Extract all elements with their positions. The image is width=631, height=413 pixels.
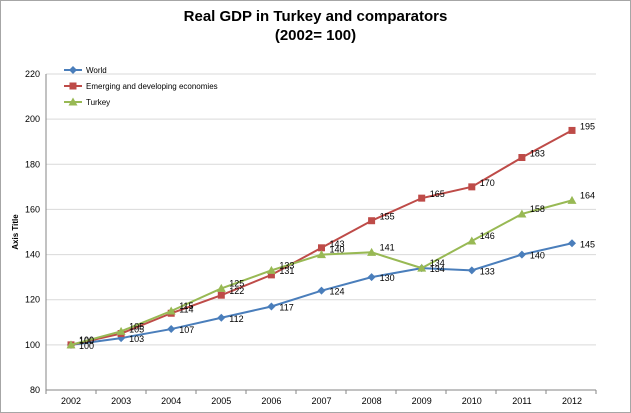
data-label-emerging-and-developing-economies-2012: 195 <box>580 121 595 131</box>
data-point-world-2010 <box>467 266 476 275</box>
data-label-emerging-and-developing-economies-2009: 165 <box>430 189 445 199</box>
series-line-emerging-and-developing-economies <box>70 129 573 346</box>
y-tick-label-80: 80 <box>30 385 40 395</box>
legend-label-turkey: Turkey <box>86 98 110 107</box>
data-label-world-2011: 140 <box>530 251 545 261</box>
data-point-emerging-and-developing-economies-2009 <box>418 194 426 202</box>
data-label-turkey-2005: 125 <box>229 278 244 288</box>
legend-label-world: World <box>86 66 107 75</box>
data-point-turkey-2006 <box>266 265 276 274</box>
chart-subtitle: (2002= 100) <box>274 27 357 44</box>
data-point-turkey-2002 <box>66 340 76 349</box>
data-label-turkey-2009: 134 <box>430 258 445 268</box>
x-tick-label-2006: 2006 <box>261 396 281 406</box>
data-label-emerging-and-developing-economies-2010: 170 <box>480 178 495 188</box>
data-label-world-2004: 107 <box>179 325 194 335</box>
data-label-world-2006: 117 <box>279 302 293 312</box>
legend-label-emerging-and-developing-economies: Emerging and developing economies <box>86 82 218 91</box>
data-label-turkey-2003: 105 <box>129 321 144 331</box>
data-label-emerging-and-developing-economies-2005: 122 <box>229 286 244 296</box>
legend-marker-world <box>69 66 77 74</box>
data-point-emerging-and-developing-economies-2006 <box>267 271 275 279</box>
data-point-world-2005 <box>217 313 226 322</box>
data-point-world-2008 <box>367 273 376 282</box>
data-label-world-2007: 124 <box>330 287 345 297</box>
data-label-turkey-2010: 146 <box>480 231 495 241</box>
x-tick-label-2012: 2012 <box>562 396 582 406</box>
data-point-turkey-2011 <box>517 209 527 218</box>
x-tick-label-2008: 2008 <box>362 396 382 406</box>
data-point-emerging-and-developing-economies-2011 <box>518 154 526 162</box>
data-point-emerging-and-developing-economies-2010 <box>468 183 476 191</box>
legend-marker-emerging-and-developing-economies <box>69 82 77 90</box>
data-label-turkey-2008: 141 <box>380 242 395 252</box>
data-point-emerging-and-developing-economies-2012 <box>568 126 576 134</box>
data-label-world-2002: 100 <box>79 341 94 351</box>
data-label-turkey-2004: 115 <box>179 301 193 311</box>
x-tick-label-2009: 2009 <box>412 396 432 406</box>
data-label-emerging-and-developing-economies-2008: 155 <box>380 212 395 222</box>
data-point-turkey-2009 <box>417 263 427 272</box>
data-point-turkey-2008 <box>367 247 377 256</box>
y-tick-label-120: 120 <box>25 295 40 305</box>
data-label-world-2008: 130 <box>380 273 395 283</box>
data-point-turkey-2012 <box>567 195 577 204</box>
legend-marker-turkey <box>68 97 78 106</box>
data-label-turkey-2006: 133 <box>279 260 294 270</box>
x-tick-label-2010: 2010 <box>462 396 482 406</box>
data-label-world-2003: 103 <box>129 334 144 344</box>
data-label-world-2005: 112 <box>229 314 243 324</box>
data-label-emerging-and-developing-economies-2004: 114 <box>179 304 193 314</box>
chart-title: Real GDP in Turkey and comparators <box>183 8 448 25</box>
y-tick-label-220: 220 <box>25 69 40 79</box>
data-point-turkey-2007 <box>317 250 326 259</box>
y-tick-label-160: 160 <box>25 204 40 214</box>
data-label-world-2012: 145 <box>580 239 595 249</box>
data-point-turkey-2003 <box>116 326 126 335</box>
data-label-emerging-and-developing-economies-2011: 183 <box>530 149 545 159</box>
data-point-world-2006 <box>267 302 276 311</box>
data-label-emerging-and-developing-economies-2006: 131 <box>279 266 294 276</box>
y-tick-label-100: 100 <box>25 340 40 350</box>
data-point-turkey-2005 <box>216 283 226 292</box>
data-label-turkey-2012: 164 <box>580 190 595 200</box>
x-tick-label-2005: 2005 <box>211 396 231 406</box>
data-label-world-2009: 134 <box>430 264 445 274</box>
y-tick-label-140: 140 <box>25 250 40 260</box>
data-label-world-2010: 133 <box>480 266 495 276</box>
data-point-turkey-2004 <box>166 306 176 315</box>
y-tick-label-200: 200 <box>25 114 40 124</box>
data-label-emerging-and-developing-economies-2007: 143 <box>330 239 345 249</box>
data-point-emerging-and-developing-economies-2005 <box>217 291 225 299</box>
data-point-world-2007 <box>317 286 326 295</box>
data-label-turkey-2007: 140 <box>330 245 345 255</box>
x-tick-label-2003: 2003 <box>111 396 131 406</box>
y-axis-title: Axis Title <box>11 214 20 250</box>
x-tick-label-2004: 2004 <box>161 396 181 406</box>
x-tick-label-2002: 2002 <box>61 396 81 406</box>
data-point-world-2004 <box>167 325 176 334</box>
data-label-emerging-and-developing-economies-2003: 105 <box>129 325 144 335</box>
data-point-turkey-2010 <box>467 236 477 245</box>
data-point-emerging-and-developing-economies-2008 <box>368 217 376 225</box>
data-point-emerging-and-developing-economies-2007 <box>318 244 325 252</box>
y-tick-label-180: 180 <box>25 159 40 169</box>
x-tick-label-2007: 2007 <box>311 396 331 406</box>
data-label-turkey-2002: 100 <box>79 335 94 345</box>
data-point-world-2011 <box>517 250 526 259</box>
x-tick-label-2011: 2011 <box>512 396 531 406</box>
data-point-world-2012 <box>568 239 576 248</box>
data-label-turkey-2011: 158 <box>530 204 545 214</box>
